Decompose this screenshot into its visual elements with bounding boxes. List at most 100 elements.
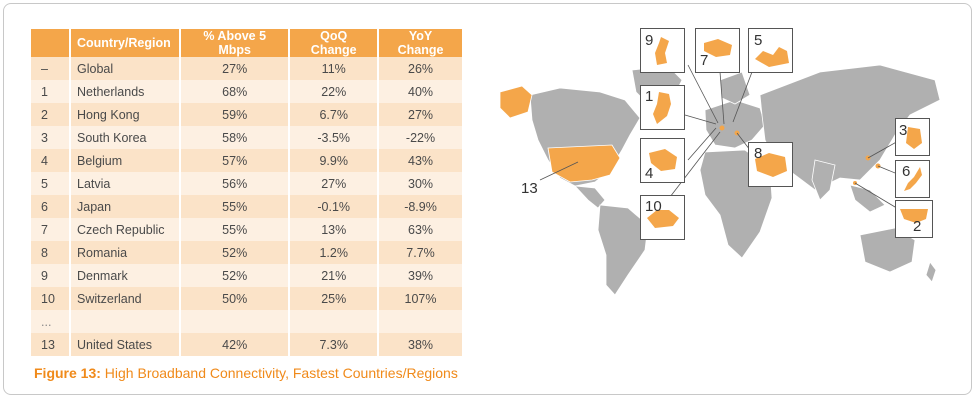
czech-shape-icon bbox=[704, 39, 732, 57]
table-row: 13 United States 42% 7.3% 38% bbox=[31, 333, 464, 356]
callout-number-10: 10 bbox=[645, 198, 662, 215]
yoy-cell: 38% bbox=[378, 333, 464, 356]
caption-label: Figure 13: bbox=[34, 365, 101, 381]
connectivity-table: Country/Region % Above 5 Mbps QoQ Change… bbox=[31, 29, 464, 356]
yoy-cell: -8.9% bbox=[378, 195, 464, 218]
country-cell bbox=[70, 310, 181, 333]
south-america-landmass bbox=[597, 204, 649, 296]
qoq-cell: 22% bbox=[289, 80, 380, 103]
callout-hong-kong bbox=[895, 200, 933, 238]
yoy-cell: 7.7% bbox=[378, 241, 464, 264]
pct-cell bbox=[180, 310, 291, 333]
callout-number-9: 9 bbox=[645, 32, 654, 49]
rank-cell: 1 bbox=[31, 80, 71, 103]
leader-line-9 bbox=[687, 64, 719, 124]
qoq-cell: 6.7% bbox=[289, 103, 380, 126]
yoy-cell: 63% bbox=[378, 218, 464, 241]
pct-cell: 27% bbox=[180, 57, 291, 80]
leader-line-8 bbox=[736, 132, 751, 151]
country-header: Country/Region bbox=[70, 29, 181, 57]
callout-number-1: 1 bbox=[645, 88, 654, 105]
switzerland-shape-icon bbox=[647, 210, 679, 228]
rank-cell: – bbox=[31, 57, 71, 80]
qoq-cell: -0.1% bbox=[289, 195, 380, 218]
leader-line-13 bbox=[539, 161, 579, 181]
table-row: 3 South Korea 58% -3.5% -22% bbox=[31, 126, 464, 149]
netherlands-shape-icon bbox=[653, 92, 671, 124]
yoy-cell: 40% bbox=[378, 80, 464, 103]
leader-line-7 bbox=[719, 71, 725, 125]
qoq-cell: 11% bbox=[289, 57, 380, 80]
new-zealand-landmass bbox=[925, 261, 937, 283]
pct-cell: 56% bbox=[180, 172, 291, 195]
callout-number-13: 13 bbox=[521, 180, 538, 197]
country-cell: Japan bbox=[70, 195, 181, 218]
rank-cell: 10 bbox=[31, 287, 71, 310]
leader-line-4 bbox=[687, 127, 717, 161]
table-row: 5 Latvia 56% 27% 30% bbox=[31, 172, 464, 195]
europe-marker bbox=[719, 125, 725, 131]
country-cell: Latvia bbox=[70, 172, 181, 195]
latvia-shape-icon bbox=[755, 47, 789, 67]
qoq-cell: 1.2% bbox=[289, 241, 380, 264]
country-cell: Netherlands bbox=[70, 80, 181, 103]
table-row: 4 Belgium 57% 9.9% 43% bbox=[31, 149, 464, 172]
callout-number-3: 3 bbox=[899, 122, 908, 139]
romania-shape-icon bbox=[755, 153, 787, 177]
qoq-cell: 21% bbox=[289, 264, 380, 287]
table-header-row: Country/Region % Above 5 Mbps QoQ Change… bbox=[31, 29, 464, 57]
table-row: – Global 27% 11% 26% bbox=[31, 57, 464, 80]
qoq-cell bbox=[289, 310, 380, 333]
world-map bbox=[499, 64, 941, 296]
yoy-header: YoY Change bbox=[378, 29, 464, 57]
belgium-shape-icon bbox=[649, 149, 677, 171]
table-row: 2 Hong Kong 59% 6.7% 27% bbox=[31, 103, 464, 126]
callout-japan bbox=[895, 160, 930, 198]
pct-cell: 50% bbox=[180, 287, 291, 310]
alaska-shape bbox=[499, 85, 533, 119]
pct-cell: 58% bbox=[180, 126, 291, 149]
denmark-shape-icon bbox=[655, 37, 669, 65]
pct-cell: 57% bbox=[180, 149, 291, 172]
rank-cell: 6 bbox=[31, 195, 71, 218]
country-cell: South Korea bbox=[70, 126, 181, 149]
japan-shape-icon bbox=[904, 167, 922, 191]
callout-czech bbox=[695, 28, 740, 73]
qoq-cell: 7.3% bbox=[289, 333, 380, 356]
qoq-cell: 25% bbox=[289, 287, 380, 310]
callout-latvia bbox=[748, 28, 793, 73]
pct-cell: 42% bbox=[180, 333, 291, 356]
callout-romania bbox=[748, 142, 793, 187]
pct-cell: 68% bbox=[180, 80, 291, 103]
qoq-header: QoQ Change bbox=[289, 29, 380, 57]
yoy-cell bbox=[378, 310, 464, 333]
rank-header bbox=[31, 29, 71, 57]
callout-denmark bbox=[640, 28, 685, 73]
yoy-cell: 39% bbox=[378, 264, 464, 287]
rank-cell: 7 bbox=[31, 218, 71, 241]
table-row: 7 Czech Republic 55% 13% 63% bbox=[31, 218, 464, 241]
yoy-cell: 107% bbox=[378, 287, 464, 310]
rank-cell: 2 bbox=[31, 103, 71, 126]
leader-line-5 bbox=[732, 71, 753, 123]
country-cell: United States bbox=[70, 333, 181, 356]
caption-text: High Broadband Connectivity, Fastest Cou… bbox=[100, 365, 458, 381]
yoy-cell: 30% bbox=[378, 172, 464, 195]
india-landmass bbox=[811, 159, 836, 201]
leader-line-2 bbox=[854, 182, 901, 211]
figure-caption: Figure 13: High Broadband Connectivity, … bbox=[34, 365, 458, 381]
south-korea-shape-icon bbox=[906, 127, 922, 149]
table-row: 8 Romania 52% 1.2% 7.7% bbox=[31, 241, 464, 264]
qoq-cell: 13% bbox=[289, 218, 380, 241]
pct-cell: 55% bbox=[180, 218, 291, 241]
table-row: ... bbox=[31, 310, 464, 333]
yoy-cell: 27% bbox=[378, 103, 464, 126]
country-cell: Global bbox=[70, 57, 181, 80]
callout-number-6: 6 bbox=[902, 163, 911, 180]
country-cell: Czech Republic bbox=[70, 218, 181, 241]
table-row: 1 Netherlands 68% 22% 40% bbox=[31, 80, 464, 103]
country-cell: Hong Kong bbox=[70, 103, 181, 126]
rank-cell: 4 bbox=[31, 149, 71, 172]
callout-number-2: 2 bbox=[913, 218, 922, 235]
yoy-cell: 43% bbox=[378, 149, 464, 172]
